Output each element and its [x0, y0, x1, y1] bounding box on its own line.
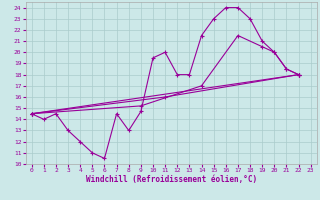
X-axis label: Windchill (Refroidissement éolien,°C): Windchill (Refroidissement éolien,°C): [86, 175, 257, 184]
